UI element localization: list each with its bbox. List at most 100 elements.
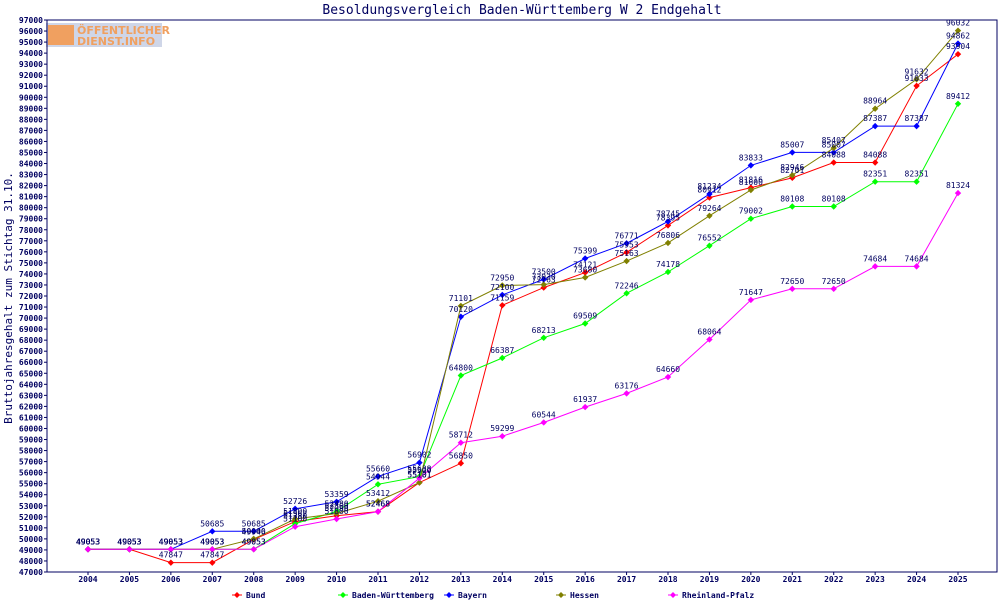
data-label-bayern: 55660: [366, 464, 390, 473]
data-label-hessen: 73030: [532, 273, 556, 282]
data-label-rheinland-pfalz: 49053: [159, 537, 183, 546]
data-label-bund: 49053: [76, 537, 100, 546]
x-tick-label: 2023: [866, 575, 885, 584]
y-tick-label: 86000: [19, 137, 43, 146]
data-point-rheinland-pfalz: [209, 546, 216, 553]
data-label-rheinland-pfalz: 64660: [656, 365, 680, 374]
legend: Bund Baden-Württemberg Bayern Hessen Rheinla…: [232, 590, 754, 600]
x-tick-label: 2024: [907, 575, 926, 584]
data-label-bund: 51562: [283, 510, 307, 519]
data-label-rheinland-pfalz: 59299: [490, 424, 514, 433]
data-point-baden-w-rttemberg: [830, 203, 837, 210]
data-point-bayern: [416, 459, 423, 466]
data-point-rheinland-pfalz: [167, 546, 175, 553]
data-label-baden-w-rttemberg: 80108: [822, 194, 846, 203]
data-label-bund: 55101: [407, 471, 431, 480]
data-point-rheinland-pfalz: [84, 546, 92, 553]
data-label-rheinland-pfalz: 60544: [532, 410, 556, 419]
plot-frame: [46, 19, 998, 573]
data-point-bayern: [789, 149, 796, 156]
data-label-rheinland-pfalz: 72650: [822, 277, 846, 286]
data-label-baden-w-rttemberg: 79002: [739, 207, 763, 216]
data-label-rheinland-pfalz: 63176: [615, 381, 639, 390]
y-tick-label: 67000: [19, 347, 43, 356]
x-tick-label: 2005: [120, 575, 139, 584]
data-point-hessen: [291, 515, 299, 523]
data-point-hessen: [581, 274, 589, 281]
data-point-hessen: [871, 105, 879, 112]
data-point-baden-w-rttemberg: [747, 215, 755, 222]
data-point-hessen: [747, 186, 755, 194]
x-tick-label: 2014: [493, 575, 512, 584]
data-point-rheinland-pfalz: [540, 419, 547, 426]
data-point-bayern: [291, 505, 299, 512]
y-tick-label: 81000: [19, 193, 43, 202]
data-label-bund: 49053: [117, 537, 141, 546]
data-label-hessen: 72950: [490, 274, 514, 283]
data-label-hessen: 49053: [76, 537, 100, 546]
data-point-baden-w-rttemberg: [374, 481, 382, 488]
y-tick-label: 58000: [19, 447, 43, 456]
data-point-bayern: [747, 162, 755, 169]
data-label-bund: 81816: [739, 176, 763, 185]
x-tick-label: 2019: [700, 575, 719, 584]
data-label-baden-w-rttemberg: 55638: [407, 465, 431, 474]
legend-marker-bund: [234, 592, 240, 598]
data-label-bund: 91033: [905, 74, 929, 83]
data-label-bund: 52468: [366, 500, 390, 509]
data-point-bayern: [913, 122, 920, 130]
data-label-rheinland-pfalz: 74684: [863, 254, 887, 263]
data-point-rheinland-pfalz: [374, 508, 382, 515]
legend-label-rheinland-pfalz: Rheinland-Pfalz: [682, 590, 754, 600]
logo-mark: [48, 25, 74, 45]
data-point-bund: [623, 249, 630, 256]
data-point-rheinland-pfalz: [747, 296, 755, 304]
y-tick-label: 84000: [19, 160, 43, 169]
data-label-hessen: 82946: [780, 163, 804, 172]
y-tick-label: 79000: [19, 215, 43, 224]
data-point-rheinland-pfalz: [250, 546, 257, 553]
data-label-baden-w-rttemberg: 82351: [863, 170, 887, 179]
y-tick-label: 94000: [19, 49, 43, 58]
data-point-hessen: [789, 171, 796, 179]
data-label-bund: 84088: [822, 151, 846, 160]
data-label-rheinland-pfalz: 52468: [366, 500, 390, 509]
y-tick-label: 51000: [19, 524, 43, 533]
data-point-hessen: [499, 282, 506, 289]
y-tick-label: 57000: [19, 458, 43, 467]
y-tick-label: 62000: [19, 402, 43, 411]
y-tick-label: 60000: [19, 424, 43, 433]
data-point-rheinland-pfalz: [333, 515, 340, 523]
y-tick-label: 64000: [19, 380, 43, 389]
data-point-baden-w-rttemberg: [664, 268, 672, 276]
data-label-bayern: 50685: [200, 519, 224, 528]
y-tick-label: 65000: [19, 369, 43, 378]
data-label-bayern: 75399: [573, 246, 597, 255]
data-label-baden-w-rttemberg: 89412: [946, 92, 970, 101]
data-label-baden-w-rttemberg: 49053: [200, 537, 224, 546]
y-tick-label: 59000: [19, 436, 43, 445]
data-point-baden-w-rttemberg: [913, 178, 920, 185]
data-point-bayern: [871, 122, 879, 130]
data-point-bayern: [830, 149, 837, 156]
x-tick-label: 2018: [658, 575, 677, 584]
data-point-rheinland-pfalz: [830, 285, 837, 293]
data-label-baden-w-rttemberg: 49053: [76, 537, 100, 546]
data-label-bayern: 52726: [283, 497, 307, 506]
x-tick-label: 2004: [78, 575, 97, 584]
legend-marker-hessen: [558, 592, 564, 598]
data-label-hessen: 91632: [905, 67, 929, 76]
y-tick-label: 53000: [19, 502, 43, 511]
y-tick-label: 68000: [19, 336, 43, 345]
data-point-bund: [871, 159, 879, 166]
y-tick-label: 47000: [19, 568, 43, 577]
y-tick-label: 77000: [19, 237, 43, 246]
x-tick-label: 2011: [368, 575, 387, 584]
y-axis-label: Bruttojahresgehalt zum Stichtag 31.10.: [2, 172, 15, 424]
data-label-bund: 75953: [615, 240, 639, 249]
data-point-bayern: [499, 291, 506, 299]
data-point-rheinland-pfalz: [706, 336, 713, 343]
data-label-hessen: 75163: [615, 249, 639, 258]
data-point-rheinland-pfalz: [954, 189, 962, 197]
x-tick-label: 2013: [451, 575, 470, 584]
